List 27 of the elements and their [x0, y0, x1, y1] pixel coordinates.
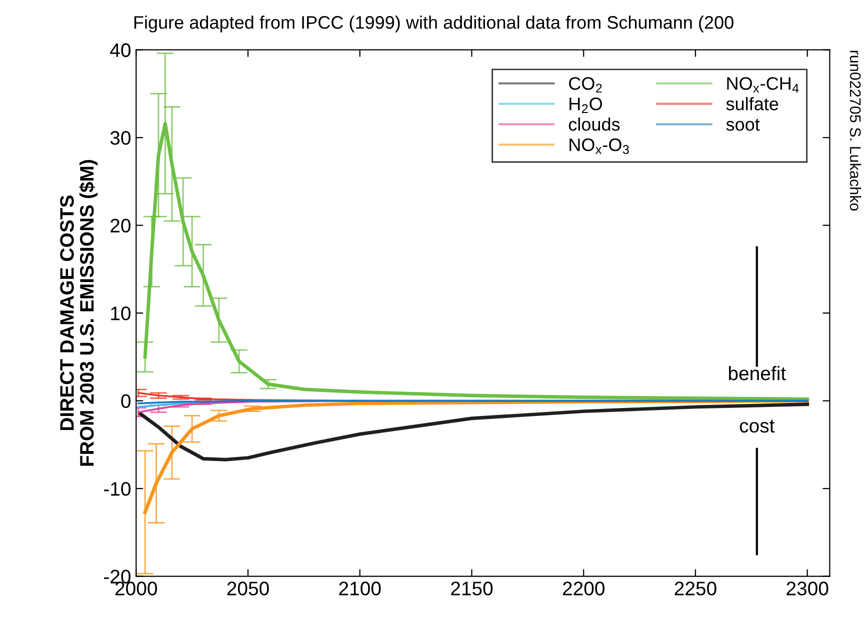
y-tick-label: 10	[111, 306, 130, 320]
x-tick-label: 2050	[227, 582, 269, 596]
legend-label: H$_{2}$O	[570, 98, 602, 113]
legend-label: sulfate	[726, 97, 778, 110]
legend-label: CO$_{2}$	[569, 77, 602, 93]
y-tick-label: 40	[110, 43, 130, 58]
legend-label: NO$_{x}$-CH$_{4}$	[727, 77, 799, 93]
legend-label: soot	[726, 118, 760, 131]
chart-title: Figure adapted from IPCC (1999) with additional data from Schumann (200	[134, 16, 734, 32]
x-tick-label: 2100	[339, 582, 381, 596]
x-tick-label: 2200	[562, 582, 604, 596]
legend-label: NO$_{x}$-O$_{3}$	[570, 138, 629, 154]
line-series	[138, 402, 810, 462]
y-tick-label: 20	[110, 218, 130, 233]
x-tick-label: 2250	[674, 582, 716, 596]
y-tick-label: -20	[104, 570, 130, 584]
y-tick-label: 0	[121, 394, 130, 408]
y-tick-label: -10	[104, 482, 130, 496]
text: run022705 S. Lukachko	[850, 50, 862, 211]
annotation: benefit	[728, 366, 786, 380]
y-axis-title: DIRECT DAMAGE COSTS FROM 2003 U.S. EMISSIONS ($M)	[60, 160, 98, 466]
y-tick-label: 30	[110, 131, 130, 145]
annotation: cost	[740, 420, 775, 433]
x-tick-label: 2000	[115, 582, 157, 596]
legend-label: clouds	[568, 118, 620, 131]
x-tick-label: 2300	[786, 582, 828, 596]
x-tick-label: 2150	[451, 582, 493, 596]
